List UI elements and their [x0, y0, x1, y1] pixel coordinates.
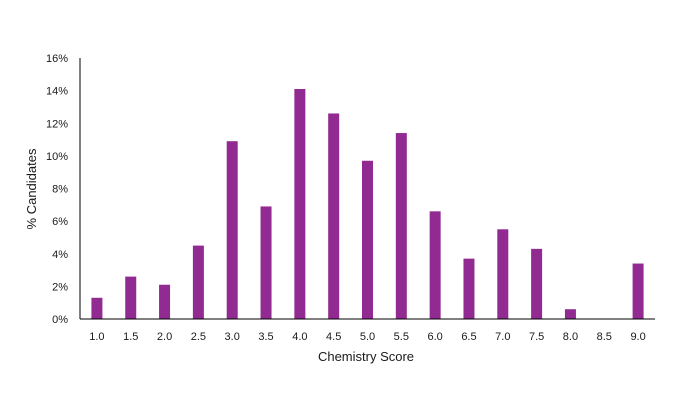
y-tick-labels: 0% 2% 4% 6% 8% 10% 12% 14% 16%: [46, 53, 68, 326]
y-tick-label: 2%: [52, 281, 68, 293]
x-tick-label: 9.0: [630, 331, 645, 343]
x-tick-label: 3.0: [225, 331, 240, 343]
bar: [328, 113, 340, 320]
bar: [497, 229, 509, 319]
y-axis-title: % Candidates: [24, 148, 39, 229]
bar: [395, 133, 407, 319]
x-tick-label: 8.0: [563, 331, 578, 343]
x-tick-label: 3.5: [258, 331, 273, 343]
x-axis-title: Chemistry Score: [318, 349, 414, 364]
bar: [564, 309, 576, 319]
y-tick-label: 10%: [46, 151, 68, 163]
bar: [463, 258, 475, 319]
y-tick-label: 4%: [52, 249, 68, 261]
x-tick-label: 4.0: [292, 331, 307, 343]
x-tick-label: 1.5: [123, 331, 138, 343]
y-tick-label: 8%: [52, 184, 68, 196]
bar: [531, 248, 543, 319]
bar: [362, 160, 373, 319]
x-tick-label: 7.5: [529, 331, 544, 343]
bar: [125, 276, 137, 319]
bar: [294, 88, 306, 320]
x-tick-label: 1.0: [89, 331, 104, 343]
y-tick-label: 0%: [52, 314, 68, 326]
bar: [226, 141, 238, 319]
y-tick-label: 12%: [46, 118, 68, 130]
bar: [192, 245, 204, 319]
bar: [91, 297, 103, 319]
bar: [429, 211, 441, 319]
x-tick-label: 6.0: [427, 331, 442, 343]
x-tick-label: 5.0: [360, 331, 375, 343]
x-tick-label: 2.0: [157, 331, 172, 343]
y-tick-label: 14%: [46, 86, 68, 98]
x-tick-label: 7.0: [495, 331, 510, 343]
x-tick-label: 6.5: [461, 331, 476, 343]
bar: [260, 206, 272, 319]
y-tick-label: 6%: [52, 216, 68, 228]
bar: [159, 284, 171, 319]
x-tick-label: 2.5: [191, 331, 206, 343]
x-tick-label: 5.5: [394, 331, 409, 343]
x-tick-label: 8.5: [597, 331, 612, 343]
y-tick-label: 16%: [46, 53, 68, 65]
x-tick-label: 4.5: [326, 331, 341, 343]
bar: [632, 263, 644, 319]
bars: [91, 88, 644, 320]
x-tick-labels: 1.0 1.5 2.0 2.5 3.0 3.5 4.0 4.5 5.0 5.5 6.0 6.5 7.0 7…: [89, 331, 645, 343]
